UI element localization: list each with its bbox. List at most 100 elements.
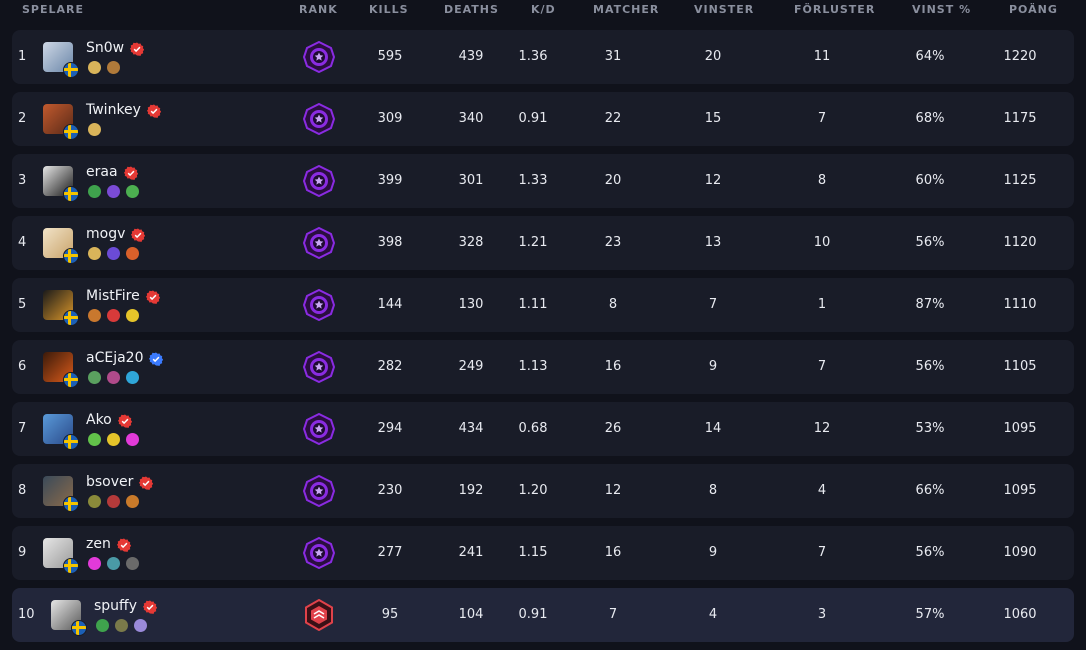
- table-row[interactable]: 4 mogv 398 328 1.21 23 13 10 56% 1120: [12, 216, 1074, 270]
- stat-losses: 1: [817, 297, 827, 312]
- player-name[interactable]: MistFire: [86, 288, 140, 304]
- table-row[interactable]: 6 aCEja20 282 249 1.13 16 9 7 56% 1105: [12, 340, 1074, 394]
- achievement-badges: [88, 557, 139, 571]
- stat-matches: 16: [604, 545, 622, 560]
- stat-losses: 12: [813, 421, 831, 436]
- column-header-deaths[interactable]: DEATHS: [444, 3, 499, 16]
- player-name[interactable]: bsover: [86, 474, 134, 490]
- player-position: 8: [18, 483, 27, 498]
- stat-deaths: 301: [458, 173, 484, 188]
- stat-kd: 1.21: [518, 235, 548, 250]
- column-header-win-pct[interactable]: VINST %: [912, 3, 972, 16]
- column-header-player[interactable]: SPELARE: [22, 3, 85, 16]
- magenta-gem-icon[interactable]: [126, 433, 139, 446]
- sweden-flag-icon: [71, 620, 87, 636]
- purple-rank-icon[interactable]: [303, 537, 335, 569]
- stat-matches: 23: [604, 235, 622, 250]
- player-name[interactable]: Ako: [86, 412, 112, 428]
- purple-rank-icon[interactable]: [303, 41, 335, 73]
- stat-deaths: 249: [458, 359, 484, 374]
- player-name[interactable]: zen: [86, 536, 111, 552]
- red-triangle-icon[interactable]: [107, 309, 120, 322]
- column-header-losses[interactable]: FÖRLUSTER: [794, 3, 876, 16]
- player-name[interactable]: Twinkey: [86, 102, 141, 118]
- column-header-points[interactable]: POÄNG: [1009, 3, 1058, 16]
- red-skull-icon[interactable]: [107, 495, 120, 508]
- player-position: 6: [18, 359, 27, 374]
- bronze-emblem-icon[interactable]: [107, 61, 120, 74]
- stat-deaths: 192: [458, 483, 484, 498]
- table-row[interactable]: 8 bsover 230 192 1.20 12 8 4 66% 1095: [12, 464, 1074, 518]
- purple-mask-icon[interactable]: [107, 185, 120, 198]
- stat-win-pct: 56%: [915, 359, 945, 374]
- lavender-shield-icon[interactable]: [134, 619, 147, 632]
- column-header-wins[interactable]: VINSTER: [694, 3, 755, 16]
- achievement-badges: [88, 123, 101, 137]
- sweden-flag-icon: [63, 186, 79, 202]
- purple-rank-icon[interactable]: [303, 165, 335, 197]
- blue-disc-icon[interactable]: [126, 371, 139, 384]
- dark-ring-icon[interactable]: [126, 557, 139, 570]
- stat-wins: 8: [708, 483, 718, 498]
- stat-points: 1060: [1003, 607, 1037, 622]
- column-header-kills[interactable]: KILLS: [369, 3, 409, 16]
- stat-win-pct: 56%: [915, 545, 945, 560]
- player-name[interactable]: spuffy: [94, 598, 137, 614]
- column-header-rank[interactable]: RANK: [299, 3, 338, 16]
- red-rank-icon[interactable]: [303, 599, 335, 631]
- column-header-kd[interactable]: K/D: [531, 3, 556, 16]
- gold-medal-icon[interactable]: [88, 123, 101, 136]
- stat-kd: 1.15: [518, 545, 548, 560]
- yellow-robot-icon[interactable]: [107, 433, 120, 446]
- player-name[interactable]: Sn0w: [86, 40, 125, 56]
- table-row[interactable]: 1 Sn0w 595 439 1.36 31 20 11 64% 1220: [12, 30, 1074, 84]
- green-invader-icon[interactable]: [96, 619, 109, 632]
- table-row[interactable]: 3 eraa 399 301 1.33 20 12 8 60% 1125: [12, 154, 1074, 208]
- purple-rank-icon[interactable]: [303, 103, 335, 135]
- stat-wins: 15: [704, 111, 722, 126]
- player-name[interactable]: eraa: [86, 164, 118, 180]
- stat-deaths: 340: [458, 111, 484, 126]
- olive-ring-icon[interactable]: [115, 619, 128, 632]
- green-blob-icon[interactable]: [88, 371, 101, 384]
- player-position: 1: [18, 49, 27, 64]
- stat-losses: 4: [817, 483, 827, 498]
- table-row[interactable]: 10 spuffy 95 104 0.91 7 4 3 57% 1060: [12, 588, 1074, 642]
- teal-skull-icon[interactable]: [107, 557, 120, 570]
- magenta-gem-icon[interactable]: [88, 557, 101, 570]
- olive-face-icon[interactable]: [88, 495, 101, 508]
- green-x-icon[interactable]: [88, 433, 101, 446]
- pink-visor-icon[interactable]: [107, 371, 120, 384]
- stat-deaths: 104: [458, 607, 484, 622]
- purple-splash-icon[interactable]: [107, 247, 120, 260]
- purple-rank-icon[interactable]: [303, 351, 335, 383]
- gold-medal-icon[interactable]: [88, 61, 101, 74]
- table-row[interactable]: 2 Twinkey 309 340 0.91 22 15 7 68% 1175: [12, 92, 1074, 146]
- stat-win-pct: 68%: [915, 111, 945, 126]
- player-position: 9: [18, 545, 27, 560]
- orange-mask-icon[interactable]: [126, 495, 139, 508]
- player-name[interactable]: mogv: [86, 226, 126, 242]
- table-row[interactable]: 7 Ako 294 434 0.68 26 14 12 53% 1095: [12, 402, 1074, 456]
- purple-rank-icon[interactable]: [303, 289, 335, 321]
- stat-kills: 399: [377, 173, 403, 188]
- purple-rank-icon[interactable]: [303, 227, 335, 259]
- gold-medal-icon[interactable]: [88, 247, 101, 260]
- palm-tree-icon[interactable]: [126, 185, 139, 198]
- sweden-flag-icon: [63, 62, 79, 78]
- verified-red-icon: [130, 42, 144, 56]
- purple-rank-icon[interactable]: [303, 413, 335, 445]
- player-name[interactable]: aCEja20: [86, 350, 144, 366]
- green-invader-icon[interactable]: [88, 185, 101, 198]
- column-header-matches[interactable]: MATCHER: [593, 3, 660, 16]
- stat-win-pct: 66%: [915, 483, 945, 498]
- orange-face-icon[interactable]: [88, 309, 101, 322]
- yellow-robot-icon[interactable]: [126, 309, 139, 322]
- table-row[interactable]: 9 zen 277 241 1.15 16 9 7 56% 1090: [12, 526, 1074, 580]
- table-row[interactable]: 5 MistFire 144 130 1.11 8 7 1 87% 1110: [12, 278, 1074, 332]
- purple-rank-icon[interactable]: [303, 475, 335, 507]
- orange-ring-icon[interactable]: [126, 247, 139, 260]
- achievement-badges: [88, 495, 139, 509]
- stat-losses: 7: [817, 545, 827, 560]
- achievement-badges: [88, 61, 120, 75]
